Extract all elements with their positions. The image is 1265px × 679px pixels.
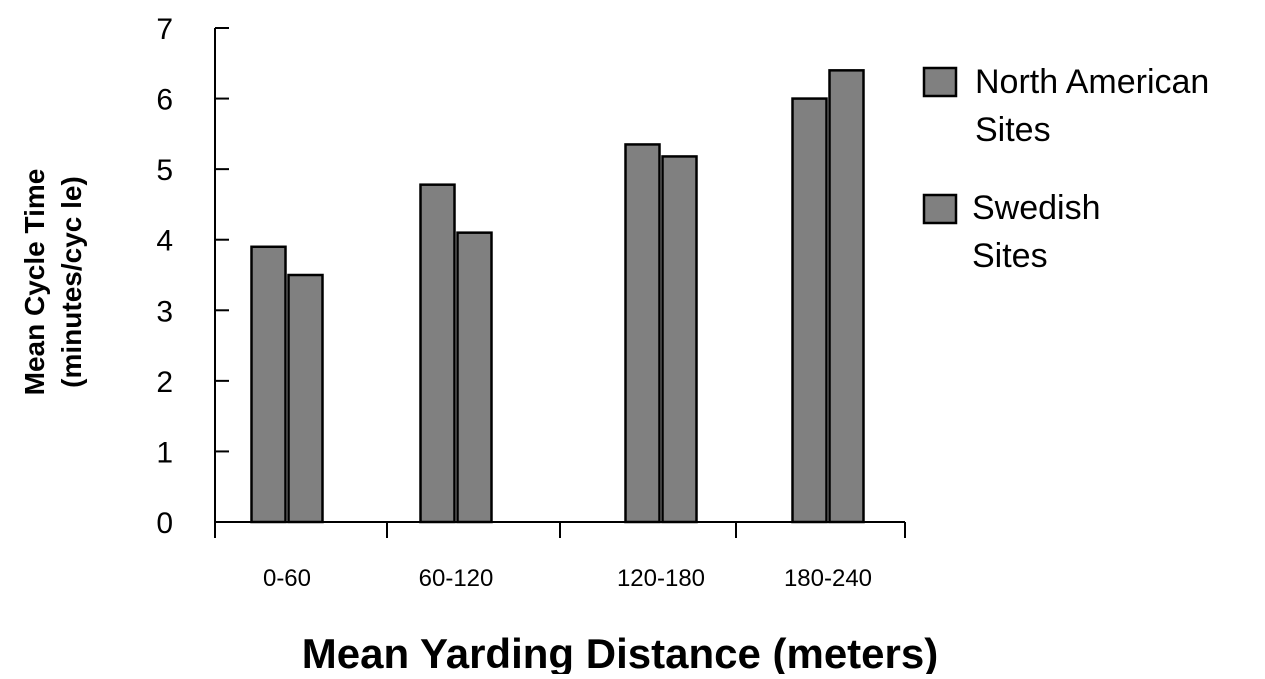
legend-item-north-american: North American Sites (922, 63, 1209, 149)
legend-label-north-american-line-2: Sites (975, 111, 1051, 149)
legend-swatch-swedish (922, 193, 958, 225)
legend-label-swedish-line-1: Swedish (972, 189, 1101, 227)
bar-swedish-0-60 (287, 273, 324, 524)
legend: North American Sites Swedish Sites (922, 63, 1209, 275)
y-tick-label-0: 0 (156, 507, 173, 540)
x-tick-label-180-240: 180-240 (784, 565, 872, 592)
y-tick-label-6: 6 (156, 84, 173, 117)
bar-north-american-0-60 (250, 245, 287, 524)
legend-swatch-north-american (922, 66, 958, 98)
y-tick-label-7: 7 (156, 13, 173, 46)
y-tick-label-4: 4 (156, 225, 173, 258)
x-tick-label-60-120: 60-120 (419, 565, 494, 592)
x-axis-title: Mean Yarding Distance (meters) (302, 630, 938, 674)
bar-swedish-60-120 (456, 231, 493, 524)
legend-item-swedish: Swedish Sites (922, 189, 1101, 275)
bar-north-american-60-120 (419, 183, 456, 524)
y-tick-label-5: 5 (156, 154, 173, 187)
bar-north-american-120-180 (624, 143, 661, 524)
y-tick-label-3: 3 (156, 295, 173, 328)
bars (250, 69, 865, 524)
x-tick-label-120-180: 120-180 (617, 565, 705, 592)
y-tick-label-1: 1 (156, 436, 173, 469)
bar-swedish-120-180 (661, 155, 698, 524)
legend-label-swedish-line-2: Sites (972, 237, 1048, 275)
y-axis-title-line-2: (minutes/cyc le) (56, 176, 87, 388)
x-axis (214, 521, 906, 538)
x-tick-labels: 0-60 60-120 120-180 180-240 (263, 565, 872, 592)
bar-north-american-180-240 (791, 97, 828, 524)
y-axis: 0 1 2 3 4 5 6 7 (156, 13, 229, 540)
y-axis-title: Mean Cycle Time (minutes/cyc le) (19, 169, 87, 396)
y-tick-label-2: 2 (156, 366, 173, 399)
bar-swedish-180-240 (828, 69, 865, 524)
y-axis-title-line-1: Mean Cycle Time (19, 169, 50, 396)
x-tick-label-0-60: 0-60 (263, 565, 311, 592)
legend-label-north-american-line-1: North American (975, 63, 1209, 101)
